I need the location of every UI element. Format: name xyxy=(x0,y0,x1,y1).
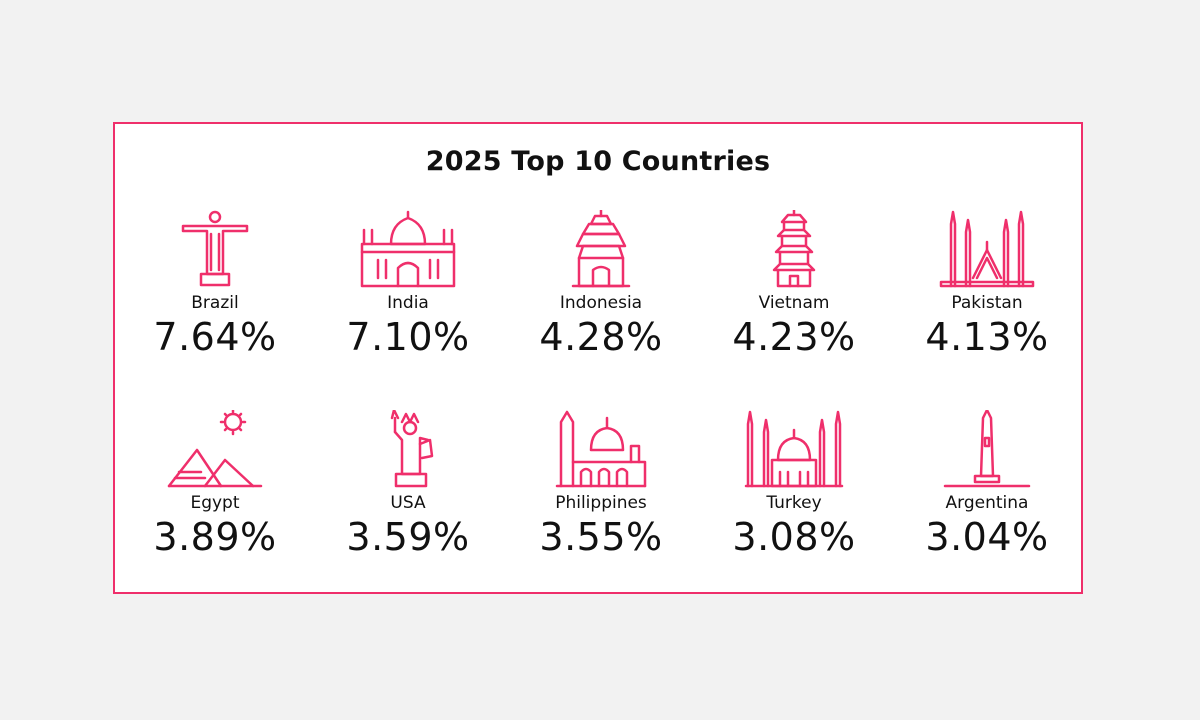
country-percent: 3.04% xyxy=(925,515,1049,559)
pagoda-icon xyxy=(744,210,844,290)
country-item-philippines: Philippines 3.55% xyxy=(511,410,691,580)
cathedral-icon xyxy=(551,410,651,490)
top-countries-card: 2025 Top 10 Countries Brazil 7.64% xyxy=(113,122,1083,594)
christ-redeemer-icon xyxy=(165,210,265,290)
country-item-usa: USA 3.59% xyxy=(318,410,498,580)
country-name: Philippines xyxy=(555,493,647,513)
country-item-india: India 7.10% xyxy=(318,210,498,380)
statue-of-liberty-icon xyxy=(358,410,458,490)
country-name: Vietnam xyxy=(758,293,830,313)
mosque-minarets-icon xyxy=(937,210,1037,290)
country-percent: 3.55% xyxy=(539,515,663,559)
pyramids-sun-icon xyxy=(165,410,265,490)
country-item-turkey: Turkey 3.08% xyxy=(704,410,884,580)
country-name: Egypt xyxy=(190,493,240,513)
country-item-egypt: Egypt 3.89% xyxy=(125,410,305,580)
country-percent: 3.89% xyxy=(153,515,277,559)
country-item-pakistan: Pakistan 4.13% xyxy=(897,210,1077,380)
country-percent: 3.59% xyxy=(346,515,470,559)
country-item-brazil: Brazil 7.64% xyxy=(125,210,305,380)
temple-icon xyxy=(551,210,651,290)
taj-mahal-icon xyxy=(358,210,458,290)
card-title: 2025 Top 10 Countries xyxy=(425,146,771,177)
country-item-indonesia: Indonesia 4.28% xyxy=(511,210,691,380)
country-name: Pakistan xyxy=(951,293,1023,313)
country-name: Argentina xyxy=(945,493,1029,513)
country-name: Brazil xyxy=(191,293,239,313)
blue-mosque-icon xyxy=(744,410,844,490)
country-percent: 4.13% xyxy=(925,315,1049,359)
obelisk-icon xyxy=(937,410,1037,490)
country-name: India xyxy=(387,293,429,313)
country-percent: 3.08% xyxy=(732,515,856,559)
country-item-vietnam: Vietnam 4.23% xyxy=(704,210,884,380)
country-percent: 4.28% xyxy=(539,315,663,359)
country-name: USA xyxy=(390,493,426,513)
country-percent: 4.23% xyxy=(732,315,856,359)
country-percent: 7.10% xyxy=(346,315,470,359)
country-name: Turkey xyxy=(766,493,822,513)
country-name: Indonesia xyxy=(559,293,643,313)
country-item-argentina: Argentina 3.04% xyxy=(897,410,1077,580)
country-percent: 7.64% xyxy=(153,315,277,359)
